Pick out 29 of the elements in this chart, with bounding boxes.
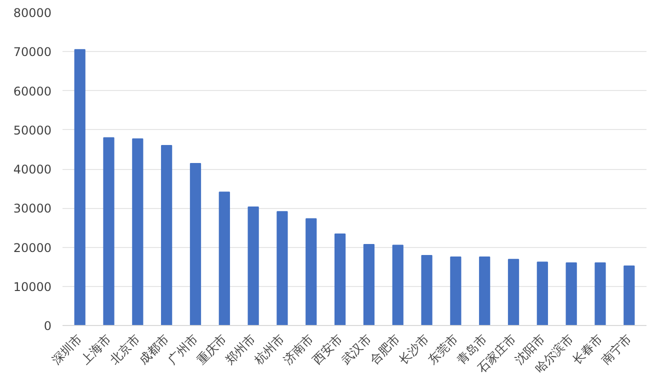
y-tick-label: 0 [44, 319, 52, 333]
y-tick-label: 30000 [13, 202, 52, 216]
bar [594, 262, 606, 326]
y-tick-label: 60000 [13, 84, 52, 98]
y-tick-label: 80000 [13, 6, 52, 20]
bar [363, 244, 375, 326]
y-tick-label: 20000 [13, 240, 52, 255]
bar [508, 258, 520, 326]
bar [536, 262, 548, 326]
bar [103, 137, 114, 326]
bar [161, 145, 172, 326]
bar [306, 218, 317, 326]
bar [421, 254, 432, 326]
bar [276, 211, 288, 326]
bar [190, 163, 202, 326]
y-tick-label: 10000 [13, 280, 52, 294]
bar [248, 206, 259, 326]
bar [566, 262, 577, 326]
y-tick-label: 70000 [13, 45, 52, 60]
bar [218, 192, 230, 326]
y-tick-label: 50000 [13, 123, 52, 138]
bar [132, 138, 144, 326]
bar [624, 266, 635, 326]
bar [74, 49, 86, 326]
y-tick-label: 40000 [13, 162, 52, 176]
bar [479, 256, 490, 326]
bar [392, 244, 404, 326]
bar [334, 233, 346, 326]
bar [450, 256, 462, 326]
